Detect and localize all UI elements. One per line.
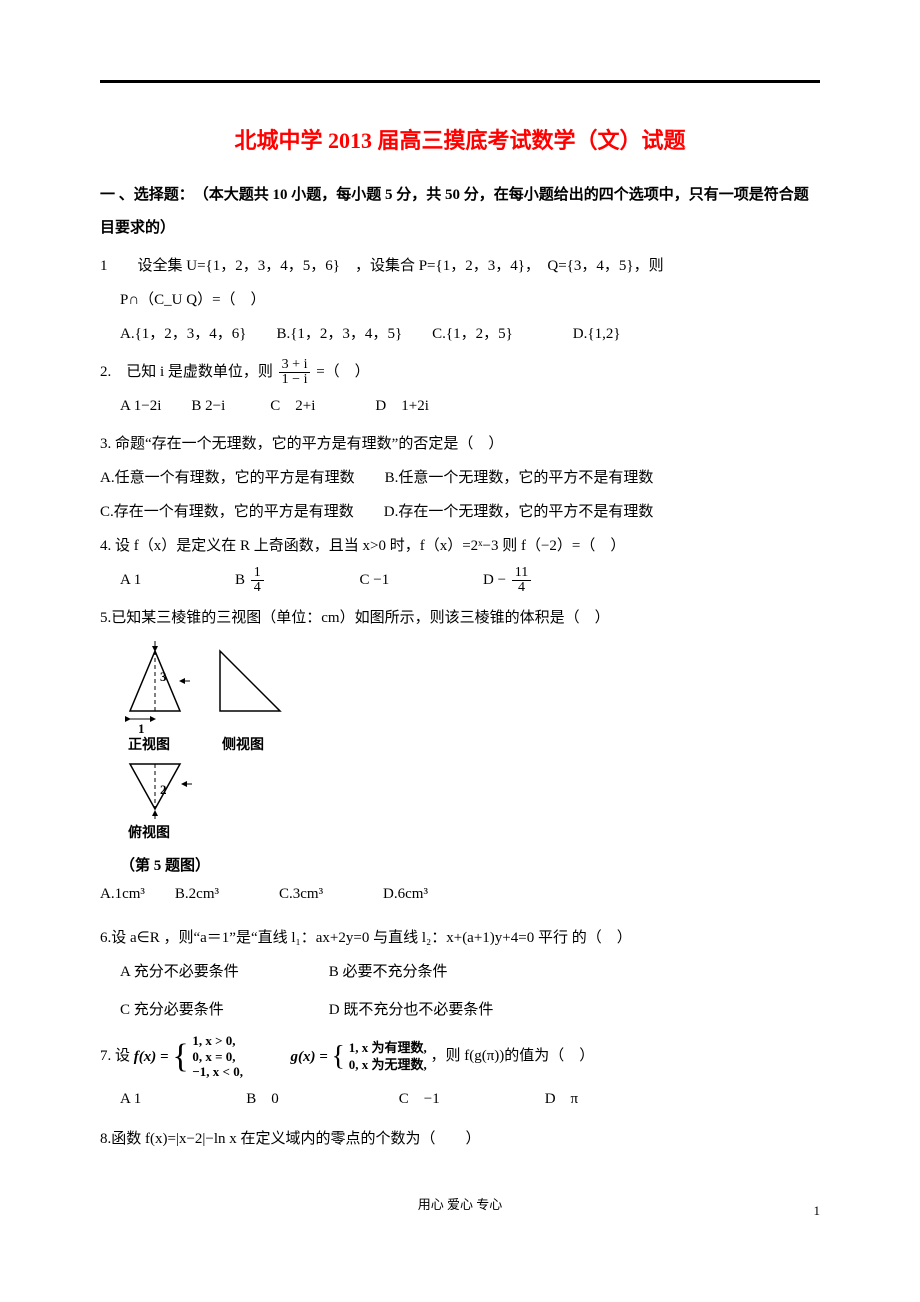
q4-b-num: 1 [251,566,264,581]
q4-options: A 1 B 1 4 C −1 D − 11 4 [120,565,820,595]
q4-d-frac: 11 4 [512,566,531,595]
q2-fraction: 3 + i 1 − i [279,358,311,387]
q2-pre: 2. 已知 i 是虚数单位，则 [100,364,273,380]
q1-options: A.{1，2，3，4，6} B.{1，2，3，4，5} C.{1，2，5} D.… [120,319,820,349]
q2-stem: 2. 已知 i 是虚数单位，则 3 + i 1 − i =（ ） [100,357,820,387]
q3-stem: 3. 命题“存在一个无理数，它的平方是有理数”的否定是（ ） [100,429,820,459]
q4-c: C −1 [360,572,390,588]
q3-opts-cd: C.存在一个有理数，它的平方是有理数 D.存在一个无理数，它的平方不是有理数 [100,497,820,527]
q7-f-r3: −1, x < 0, [192,1064,243,1079]
q7-g-r2: 0, x 为无理数, [349,1057,427,1072]
footer-motto: 用心 爱心 专心 [100,1194,820,1213]
q7-f-r2: 0, x = 0, [192,1049,235,1064]
label-2: 2 [160,782,167,797]
q6-opts-ab: A 充分不必要条件 B 必要不充分条件 [120,957,820,987]
q4-d-den: 4 [512,581,531,595]
q4-d-num: 11 [512,566,531,581]
three-view-svg: 3 1 正视图 侧视图 2 俯视图 [120,641,290,841]
q7-g-lhs: g(x) = [290,1042,327,1072]
q7-g-r1: 1, x 为有理数, [349,1040,427,1055]
front-label: 正视图 [128,736,170,753]
label-3: 3 [160,669,167,684]
page-title: 北城中学 2013 届高三摸底考试数学（文）试题 [100,123,820,155]
q7-post: ，则 f(g(π))的值为（ ） [430,1048,594,1064]
top-view: 2 俯视图 [128,764,192,841]
section-1-heading: 一 、选择题： （本大题共 10 小题，每小题 5 分，共 50 分，在每小题给… [100,179,820,245]
front-view: 3 1 正视图 [128,641,190,753]
q1-stem-line2: P∩（C_U Q）=（ ） [120,285,820,315]
q3-opts-ab: A.任意一个有理数，它的平方是有理数 B.任意一个无理数，它的平方不是有理数 [100,463,820,493]
top-rule [100,80,820,83]
q4-stem: 4. 设 f（x）是定义在 R 上奇函数，且当 x>0 时，f（x）=2ˣ−3 … [100,531,820,561]
q1-stem-line1: 1 设全集 U={1，2，3，4，5，6} ，设集合 P={1，2，3，4}， … [100,251,820,281]
q4-d-pre: D − [483,572,506,588]
q2-frac-den: 1 − i [279,373,311,387]
page-number: 1 [814,1203,821,1219]
side-label: 侧视图 [222,736,264,753]
q4-b-den: 4 [251,581,264,595]
q5-stem: 5.已知某三棱锥的三视图（单位：cm）如图所示，则该三棱锥的体积是（ ） [100,603,820,633]
label-1: 1 [138,721,145,736]
q5-caption: （第 5 题图） [120,854,820,875]
q7-g-cases: 1, x 为有理数, 0, x 为无理数, [349,1040,427,1074]
q7-options: A 1 B 0 C −1 D π [120,1084,820,1114]
q7-pre: 7. 设 [100,1048,134,1064]
q2-options: A 1−2i B 2−i C 2+i D 1+2i [120,391,820,421]
q8-stem: 8.函数 f(x)=|x−2|−ln x 在定义域内的零点的个数为（ ） [100,1124,820,1154]
q6-stem: 6.设 a∈R ，则“a＝1”是“直线 l₁：ax+2y=0 与直线 l₂：x+… [100,923,820,953]
q5-options: A.1cm³ B.2cm³ C.3cm³ D.6cm³ [100,879,820,909]
q7-f-lhs: f(x) = [134,1042,169,1072]
q7-f-cases: 1, x > 0, 0, x = 0, −1, x < 0, [192,1033,243,1080]
side-view: 侧视图 [220,651,280,753]
q4-b-pre: B [235,572,249,588]
q5-figure: 3 1 正视图 侧视图 2 俯视图 [120,641,820,846]
q4-b-frac: 1 4 [251,566,264,595]
top-label: 俯视图 [128,824,170,841]
q4-a: A 1 [120,572,141,588]
q6-opts-cd: C 充分必要条件 D 既不充分也不必要条件 [120,995,820,1025]
q7-f-r1: 1, x > 0, [192,1033,235,1048]
q7-stem: 7. 设 f(x) = { 1, x > 0, 0, x = 0, −1, x … [100,1033,820,1080]
page: 北城中学 2013 届高三摸底考试数学（文）试题 一 、选择题： （本大题共 1… [0,0,920,1253]
q2-frac-num: 3 + i [279,358,311,373]
q2-post: =（ ） [316,364,369,380]
